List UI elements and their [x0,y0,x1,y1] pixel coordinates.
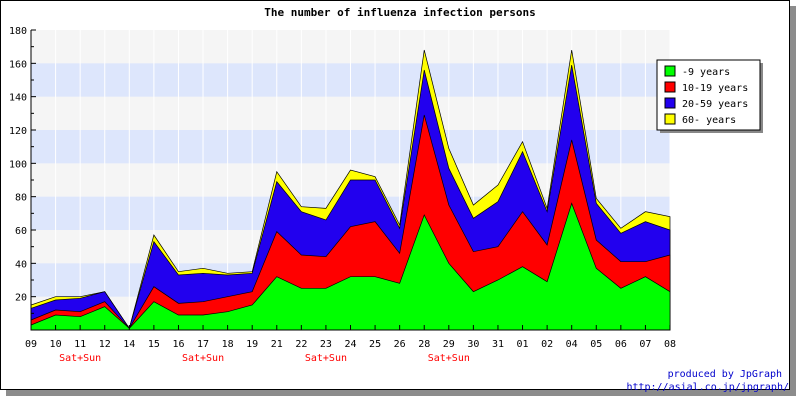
legend-swatch [664,65,676,77]
x-sublabel-weekend: Sat+Sun [59,353,101,364]
y-tick-label: 120 [9,126,27,137]
x-tick-label: 28 [418,339,430,350]
y-tick-label: 140 [9,93,27,104]
legend-label: 60- years [682,115,736,126]
x-tick-label: 08 [664,339,676,350]
x-tick-label: 09 [25,339,37,350]
x-tick-label: 31 [492,339,504,350]
x-tick-label: 05 [590,339,602,350]
y-tick-label: 20 [15,293,27,304]
area-series-9-years [30,202,671,331]
x-tick-label: 11 [74,339,86,350]
y-tick-label: 180 [9,26,27,37]
legend-swatch [664,81,676,93]
credit-line-1: produced by JpGraph [668,369,782,380]
x-tick-label: 29 [443,339,455,350]
x-tick-label: 14 [123,339,135,350]
x-tick-label: 01 [517,339,529,350]
y-tick-label: 80 [15,193,27,204]
chart-title: The number of influenza infection person… [264,6,536,19]
y-tick-label: 160 [9,59,27,70]
y-tick-label: 100 [9,159,27,170]
x-tick-label: 19 [246,339,258,350]
x-tick-label: 10 [50,339,62,350]
x-sublabel-weekend: Sat+Sun [428,353,470,364]
credit-line-2: http://asial.co.jp/jpgraph/ [626,382,789,393]
x-tick-label: 23 [320,339,332,350]
x-tick-label: 30 [467,339,479,350]
x-tick-label: 24 [344,339,356,350]
legend-label: 20-59 years [682,99,748,110]
y-tick-label: 40 [15,259,27,270]
legend-label: 10-19 years [682,83,748,94]
x-tick-label: 04 [566,339,578,350]
legend-swatch [664,97,676,109]
x-tick-label: 25 [369,339,381,350]
x-tick-label: 16 [172,339,184,350]
x-sublabel-weekend: Sat+Sun [182,353,224,364]
x-tick-label: 26 [394,339,406,350]
x-tick-label: 06 [615,339,627,350]
legend: -9 years 10-19 years 20-59 years 60- years [656,59,763,133]
x-tick-label: 22 [295,339,307,350]
frame-shadow-right [790,6,796,396]
axes: 20 40 60 80 100 120 140 160 180 09 10 11 12 14 15 16 17 1… [9,26,676,364]
x-tick-label: 17 [197,339,209,350]
x-tick-label: 15 [148,339,160,350]
y-tick-label: 60 [15,226,27,237]
x-tick-label: 12 [99,339,111,350]
x-tick-label: 21 [271,339,283,350]
x-sublabel-weekend: Sat+Sun [305,353,347,364]
legend-label: -9 years [682,67,730,78]
x-tick-label: 18 [222,339,234,350]
x-tick-label: 02 [541,339,553,350]
x-tick-label: 07 [639,339,651,350]
legend-swatch [664,113,676,125]
frame-shadow-bottom [6,390,796,396]
series-areas [30,49,671,331]
